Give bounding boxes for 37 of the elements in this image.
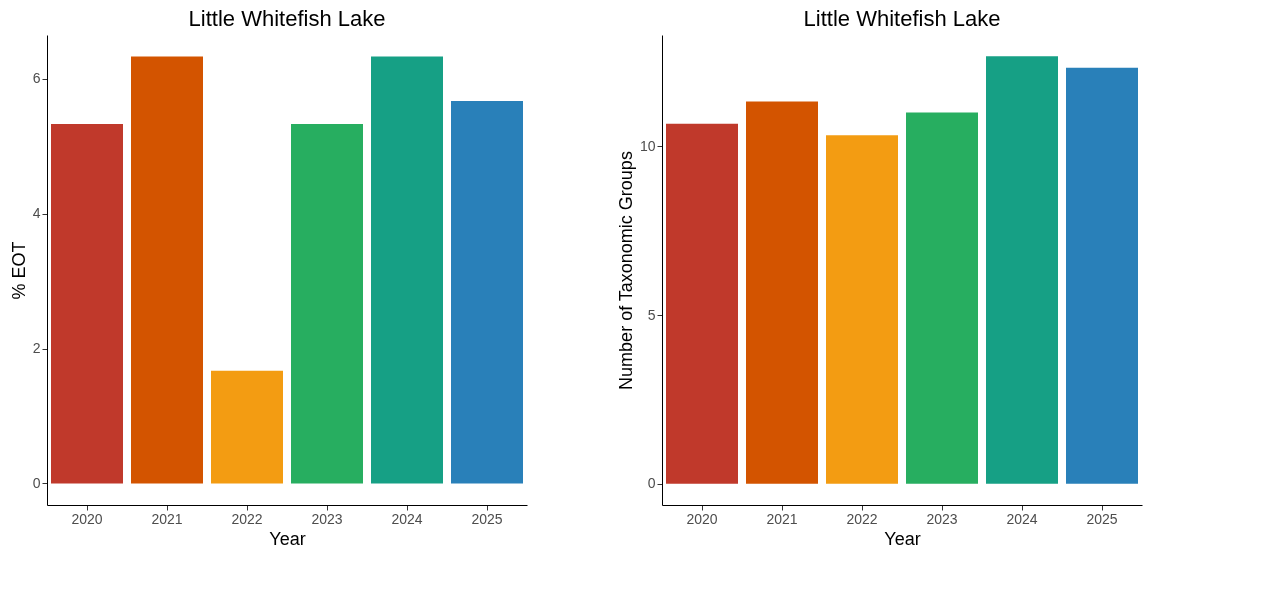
y-tick-label: 0 xyxy=(647,475,656,492)
bar xyxy=(131,56,203,484)
bar xyxy=(211,370,283,484)
x-tick-label: 2025 xyxy=(1086,510,1118,527)
y-axis-title: Number of Taxonomic Groups xyxy=(615,151,636,390)
chart-title: Little Whitefish Lake xyxy=(803,6,1001,31)
x-axis-title: Year xyxy=(269,528,306,549)
bar xyxy=(291,124,363,484)
y-tick-label: 6 xyxy=(32,70,41,87)
x-tick-label: 2023 xyxy=(311,510,343,527)
bar xyxy=(746,101,818,484)
y-tick-label: 2 xyxy=(32,340,41,357)
y-tick-label: 5 xyxy=(647,306,656,323)
y-tick-label: 0 xyxy=(32,474,41,491)
bar xyxy=(826,135,898,484)
bar xyxy=(906,112,978,484)
x-tick-label: 2021 xyxy=(766,510,798,527)
bar xyxy=(51,124,123,484)
bar xyxy=(986,56,1058,484)
x-tick-label: 2025 xyxy=(471,510,503,527)
x-tick-label: 2022 xyxy=(846,510,878,527)
x-tick-label: 2021 xyxy=(151,510,183,527)
x-tick-label: 2023 xyxy=(926,510,958,527)
y-axis-title: % EOT xyxy=(8,241,29,300)
bar xyxy=(1066,67,1138,484)
x-tick-label: 2022 xyxy=(231,510,263,527)
x-tick-label: 2024 xyxy=(391,510,423,527)
y-tick-label: 4 xyxy=(32,205,41,222)
bar xyxy=(666,123,738,484)
chart-title: Little Whitefish Lake xyxy=(188,6,386,31)
bar xyxy=(371,56,443,484)
y-tick-label: 10 xyxy=(639,137,656,154)
x-tick-label: 2024 xyxy=(1006,510,1038,527)
x-tick-label: 2020 xyxy=(686,510,718,527)
bar xyxy=(451,101,523,484)
x-axis-title: Year xyxy=(884,528,921,549)
x-tick-label: 2020 xyxy=(71,510,103,527)
